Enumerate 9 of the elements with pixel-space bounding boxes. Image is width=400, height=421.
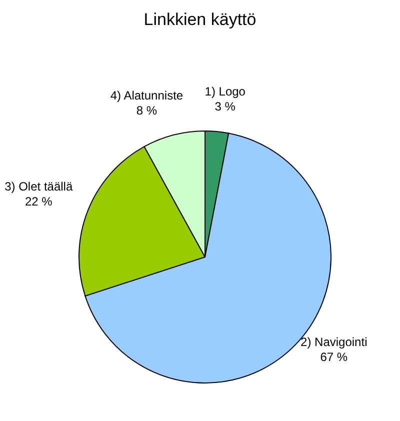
slice-label: 3) Olet täällä: [4, 179, 73, 194]
data-label: 67 %: [320, 350, 348, 364]
data-label: 8 %: [136, 104, 158, 118]
data-label: 22 %: [24, 194, 53, 208]
slice-label: 4) Alatunniste: [110, 88, 184, 103]
slice-label: 2) Navigointi: [300, 334, 368, 349]
data-label: 3 %: [214, 100, 236, 114]
chart-title: Linkkien käyttö: [142, 10, 258, 30]
slice-label: 1) Logo: [204, 84, 246, 99]
